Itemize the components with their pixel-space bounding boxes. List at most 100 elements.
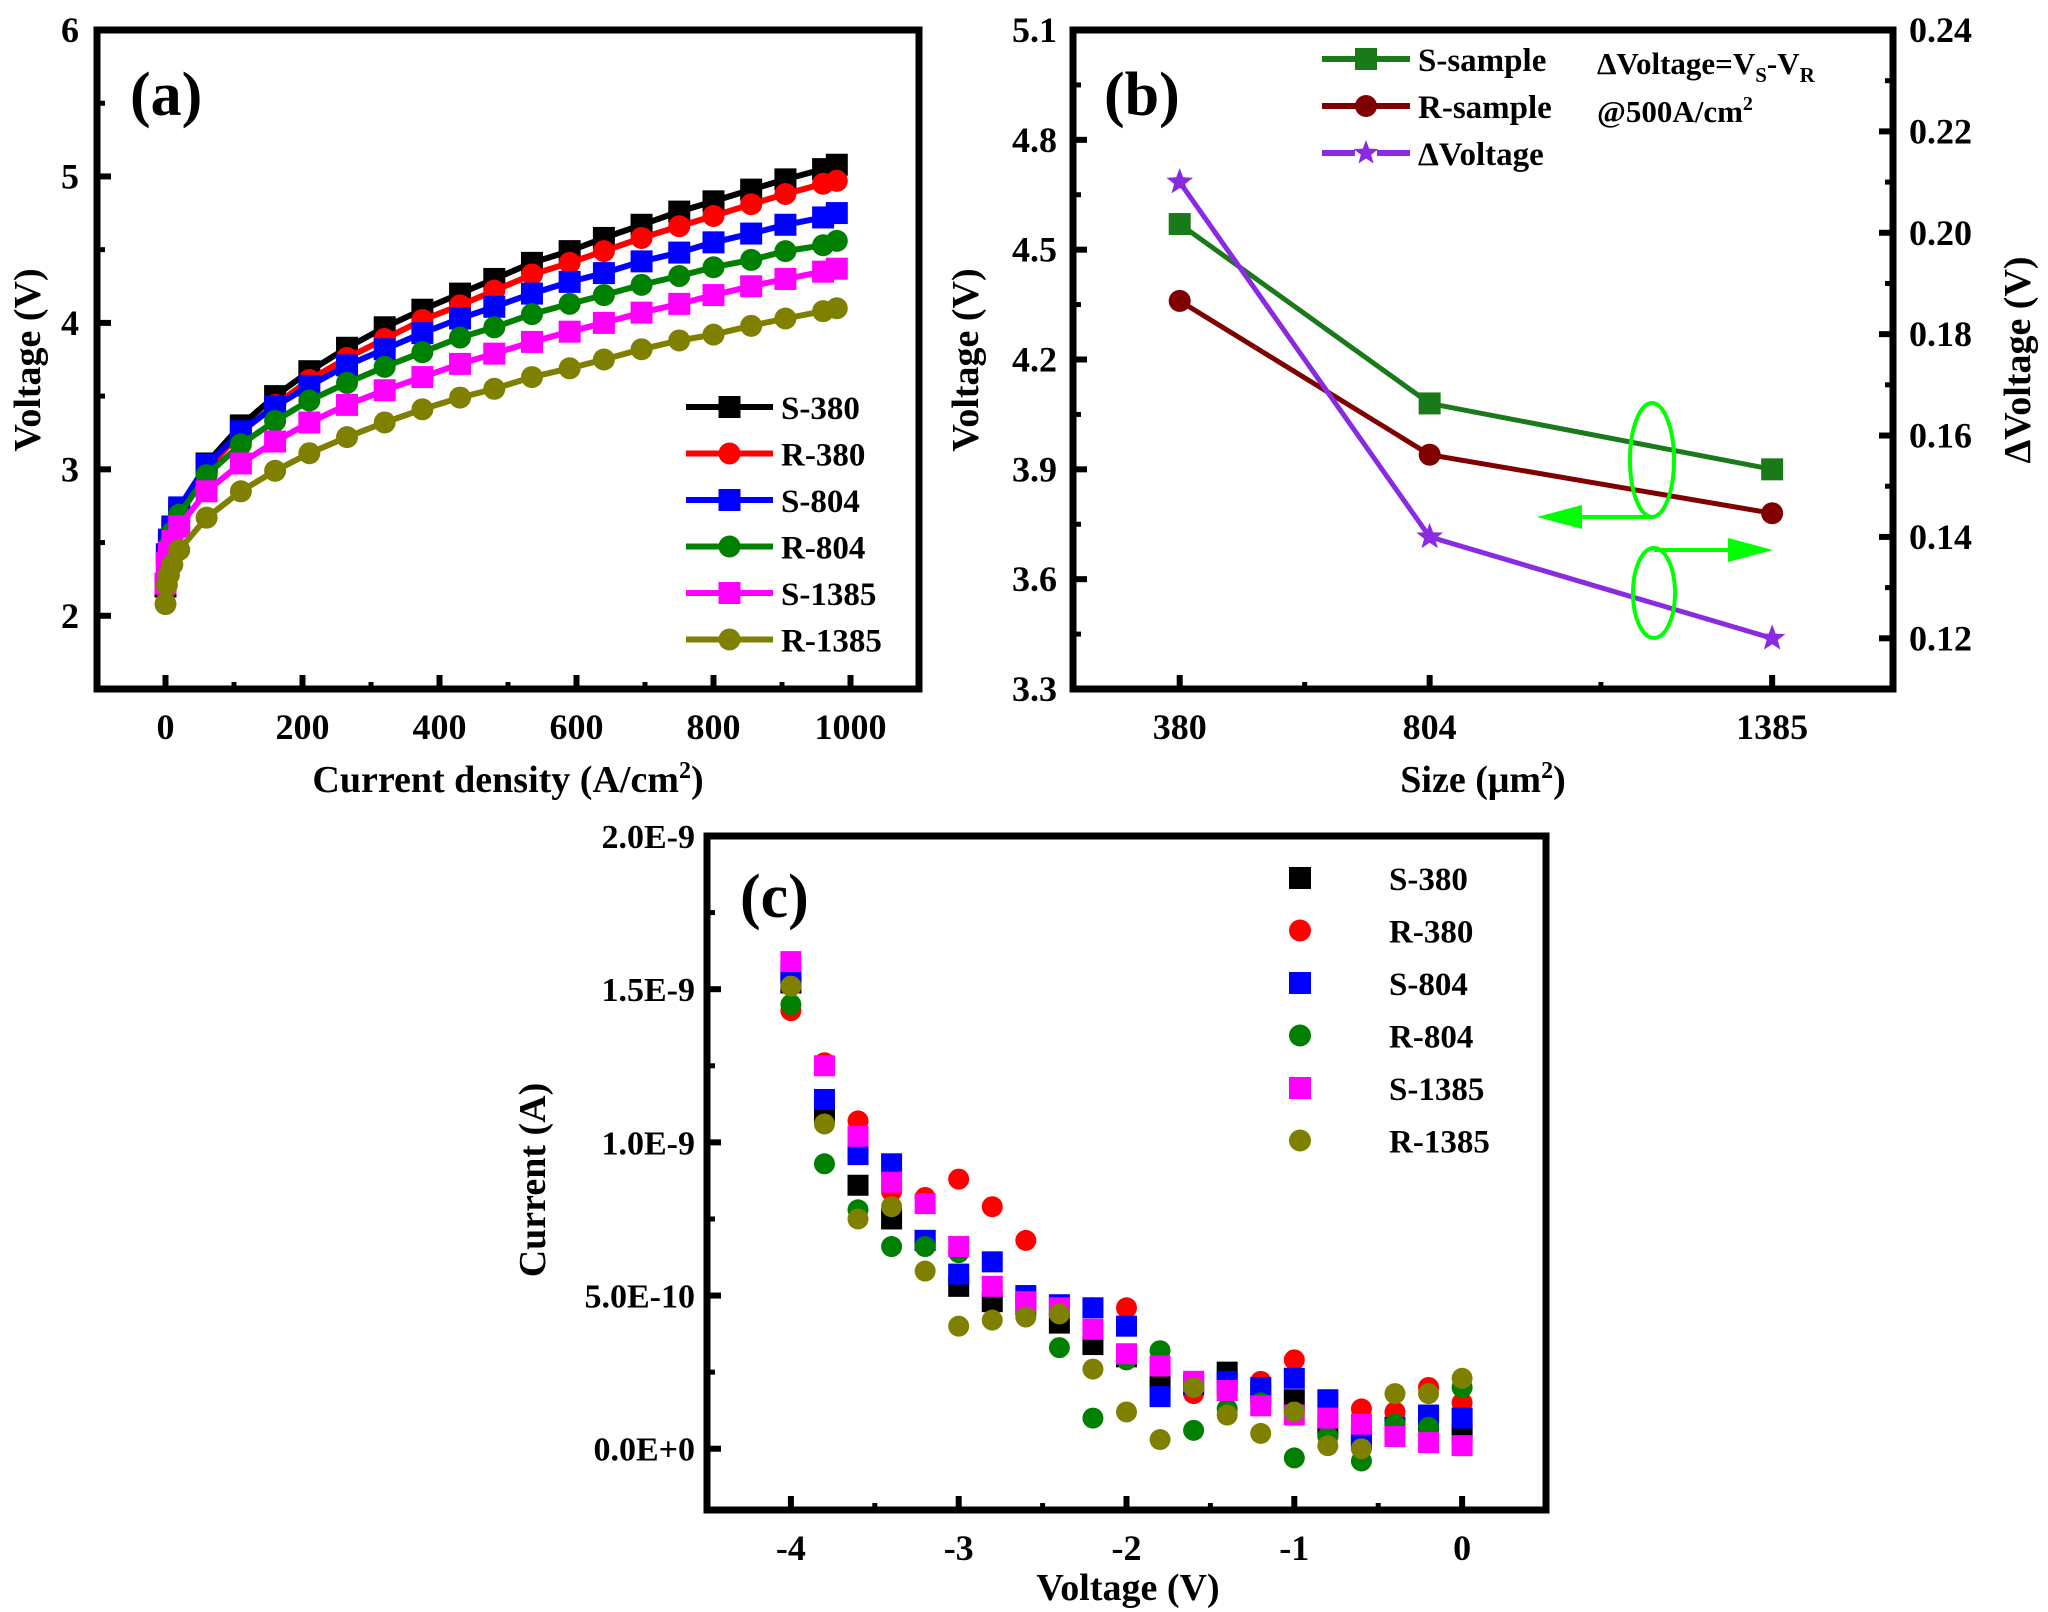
- data-point: [774, 240, 797, 263]
- data-point: [1451, 1367, 1473, 1389]
- data-point: [825, 153, 848, 176]
- data-point: [948, 1168, 970, 1190]
- y-tick-label: 3.6: [1012, 559, 1057, 599]
- data-point: [264, 459, 287, 482]
- data-point: [1168, 289, 1191, 312]
- data-point: [558, 357, 581, 380]
- data-point: [1384, 1383, 1406, 1405]
- data-point: [668, 265, 691, 288]
- data-point: [825, 202, 848, 225]
- y-tick-label: 4.2: [1012, 340, 1057, 380]
- data-point: [1761, 458, 1784, 481]
- data-point: [1166, 168, 1193, 194]
- legend-label: S-380: [1389, 862, 1468, 898]
- y-tick-label: 2: [61, 596, 79, 636]
- legend-label: R-804: [1389, 1020, 1473, 1056]
- legend-marker: [1289, 1129, 1311, 1152]
- data-point: [774, 267, 797, 290]
- axes-frame: [1069, 26, 1897, 693]
- data-point: [483, 316, 506, 339]
- panel-c-label: (c): [740, 863, 809, 931]
- data-point: [411, 366, 434, 389]
- y-tick-label: 4.8: [1012, 120, 1057, 160]
- data-point: [592, 311, 615, 334]
- data-point: [1758, 624, 1786, 650]
- y-tick-label: 3.3: [1012, 669, 1057, 709]
- y-tick-label: 1.0E-9: [602, 1125, 696, 1162]
- legend-marker: [718, 582, 741, 604]
- y-right-tick-label: 0.12: [1909, 618, 1972, 658]
- panel-c-y-axis-label: Current (A): [512, 1083, 554, 1278]
- data-point: [483, 377, 506, 400]
- annotation-sub-r: R: [1800, 63, 1816, 87]
- data-point: [411, 398, 434, 421]
- legend-item-r-804: R-804: [1289, 1020, 1473, 1056]
- data-point: [195, 480, 218, 503]
- data-point: [740, 275, 763, 298]
- data-point: [702, 204, 725, 227]
- data-point: [411, 341, 434, 364]
- data-point: [592, 262, 615, 285]
- series-ssample: [1168, 213, 1784, 481]
- legend-item-s-380: S-380: [1289, 862, 1468, 898]
- data-point: [373, 355, 396, 378]
- legend-marker: [1289, 1024, 1311, 1047]
- panel-b-annotation-condition: @500A/cm2: [1597, 93, 1753, 129]
- data-point: [1082, 1297, 1104, 1319]
- y-tick-label: 5: [61, 156, 79, 196]
- data-point: [881, 1196, 903, 1218]
- x-label-sup: 2: [1541, 758, 1553, 784]
- data-point: [630, 273, 653, 296]
- data-point: [449, 352, 472, 375]
- data-point: [1350, 1438, 1372, 1460]
- legend-item-r-380: R-380: [1289, 915, 1473, 951]
- series-r-804: [780, 994, 1473, 1472]
- data-point: [914, 1236, 936, 1258]
- annotation-condition-text: @500A/cm: [1597, 94, 1743, 129]
- data-point: [1283, 1367, 1305, 1389]
- y-tick-label: 3.9: [1012, 449, 1057, 489]
- legend-item-r-1385: R-1385: [1289, 1125, 1490, 1161]
- data-point: [449, 307, 472, 330]
- legend-marker: [1355, 48, 1377, 70]
- data-point: [813, 1153, 835, 1175]
- data-point: [1283, 1447, 1305, 1469]
- x-tick-label: -2: [1112, 1528, 1142, 1568]
- data-point: [914, 1193, 936, 1215]
- data-point: [520, 330, 543, 353]
- y-right-tick-label: 0.20: [1909, 213, 1972, 253]
- x-tick-label: 800: [687, 707, 741, 747]
- data-point: [948, 1263, 970, 1285]
- indicator-ellipse: [1631, 546, 1677, 640]
- data-point: [630, 250, 653, 273]
- data-point: [1116, 1401, 1137, 1423]
- data-point: [847, 1208, 869, 1230]
- panel-a-plot-area: [154, 153, 848, 616]
- y-tick-label: 4.5: [1012, 230, 1057, 270]
- data-point: [847, 1144, 869, 1166]
- data-point: [630, 226, 653, 249]
- x-tick-label: -4: [776, 1528, 806, 1568]
- data-point: [298, 442, 321, 465]
- x-tick-label: 600: [550, 707, 604, 747]
- y-tick-label: 5.0E-10: [585, 1279, 696, 1316]
- data-point: [1250, 1395, 1272, 1417]
- data-point: [668, 329, 691, 352]
- right-axis-indicator: [1631, 538, 1773, 640]
- data-point: [881, 1236, 903, 1258]
- data-point: [483, 342, 506, 365]
- x-tick-label: 1000: [815, 707, 887, 747]
- panel-b-legend: S-sample R-sample ΔVoltage: [1322, 43, 1552, 173]
- series-r-1385: [154, 297, 848, 616]
- data-point: [774, 183, 797, 206]
- legend-label: S-1385: [1389, 1072, 1484, 1108]
- panel-b-axis-indicators: [1537, 401, 1773, 640]
- data-point: [981, 1309, 1003, 1331]
- annotation-prefix: ΔVoltage=V: [1597, 46, 1756, 81]
- series-r-1385: [780, 975, 1473, 1460]
- legend-label: S-1385: [781, 577, 876, 613]
- x-tick-label: -1: [1279, 1528, 1309, 1568]
- data-point: [780, 994, 802, 1015]
- y-tick-label: 3: [61, 449, 79, 489]
- x-tick-label: 380: [1153, 707, 1207, 747]
